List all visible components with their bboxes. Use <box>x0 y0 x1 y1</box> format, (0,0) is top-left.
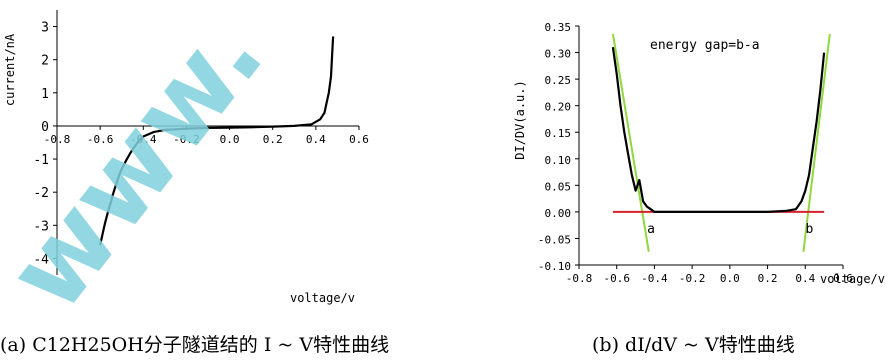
x-tick-label: 0.2 <box>263 133 283 146</box>
fit-line <box>611 33 650 252</box>
x-axis-label: voltage/v <box>820 272 885 286</box>
y-tick-label: 0.20 <box>545 101 572 114</box>
fit-line <box>802 33 831 252</box>
x-tick-label: 0.2 <box>758 272 778 285</box>
y-tick-label: 0.35 <box>545 21 572 34</box>
y-tick-label: 0.05 <box>545 180 572 193</box>
y-axis-label: DI/DV(a.u.) <box>513 80 527 159</box>
x-tick-label: 0.4 <box>795 272 815 285</box>
y-tick-label: 3 <box>41 21 49 36</box>
x-tick-label: -0.8 <box>566 272 593 285</box>
y-tick-label: -3 <box>33 219 49 234</box>
annotation-label: energy gap=b-a <box>650 38 760 53</box>
y-tick-label: 2 <box>41 54 49 69</box>
caption-a: (a) C12H25OH分子隧道结的 I ~ V特性曲线 <box>0 334 390 356</box>
y-tick-label: -4 <box>33 252 49 267</box>
x-tick-label: -0.6 <box>87 133 114 146</box>
x-tick-label: 0.6 <box>349 133 369 146</box>
x-axis-label: voltage/v <box>290 291 355 305</box>
x-tick-label: -0.8 <box>44 133 71 146</box>
point-label: b <box>806 222 814 237</box>
didv-chart: 0.35 0.30 0.25 0.20 0.15 0.10 0.05 0.00 -0.05 -0.… <box>513 21 885 286</box>
y-tick-label: -1 <box>33 153 49 168</box>
x-tick-label: 0.0 <box>220 133 240 146</box>
data-series-line <box>99 36 335 246</box>
y-tick-label: 0.10 <box>545 154 572 167</box>
x-tick-label: -0.2 <box>173 133 200 146</box>
y-tick-label: 0.30 <box>545 48 572 61</box>
x-tick-label: -0.6 <box>603 272 630 285</box>
y-tick-label: -2 <box>33 186 49 201</box>
y-tick-label: 1 <box>41 87 49 102</box>
x-tick-label: 0.4 <box>306 133 326 146</box>
y-axis-label: current/nA <box>3 33 17 106</box>
x-tick-label: 0.0 <box>720 272 740 285</box>
data-series-line <box>611 47 826 213</box>
y-tick-label: 0.15 <box>545 127 572 140</box>
y-tick-label: 0.25 <box>545 74 572 87</box>
y-tick-label: 0 <box>41 120 49 135</box>
x-tick-label: -0.2 <box>679 272 706 285</box>
x-tick-label: -0.4 <box>641 272 668 285</box>
y-tick-label: -0.10 <box>538 260 571 273</box>
caption-b: (b) dI/dV ~ V特性曲线 <box>592 334 795 356</box>
y-tick-label: 0.00 <box>545 207 572 220</box>
y-tick-label: -0.05 <box>538 233 571 246</box>
point-label: a <box>647 222 655 237</box>
x-tick-label: 0.6 <box>833 272 853 285</box>
